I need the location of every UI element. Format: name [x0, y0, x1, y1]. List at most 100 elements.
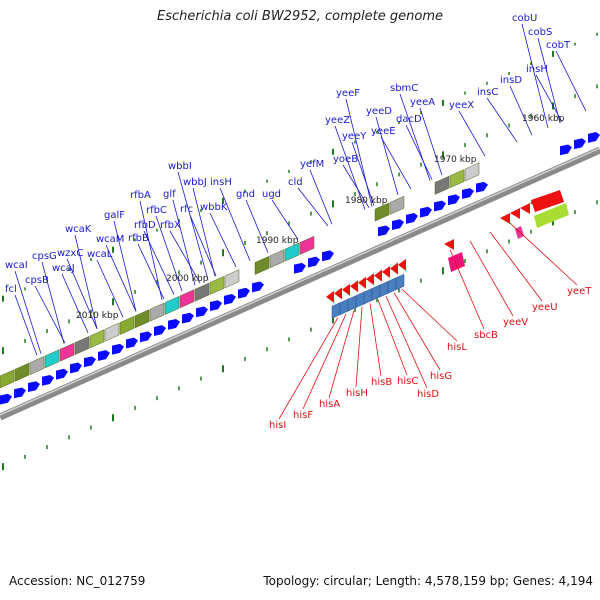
gene-label-minus: hisF [293, 410, 313, 421]
plus-leader-line [219, 187, 251, 261]
kbp-label: 1970 kbp [434, 155, 477, 165]
minus-gene-block [363, 288, 373, 305]
minus-gene-arrow [382, 266, 390, 279]
plus-leader-line [245, 199, 269, 253]
minus-leader-line [302, 313, 347, 410]
genome-backbone-highlight [0, 147, 600, 416]
gene-label-plus: insH [210, 177, 232, 188]
kbp-label: 1990 kbp [256, 236, 299, 246]
minus-gene-block [448, 252, 465, 272]
plus-leader-line [61, 273, 89, 334]
minus-leader-line [369, 303, 382, 377]
gene-label-plus: yeeE [371, 126, 396, 137]
plus-gene-arrow [56, 368, 68, 380]
plus-gene-arrow [378, 225, 390, 237]
plus-gene-block [434, 175, 450, 195]
minus-gene-arrow [520, 203, 530, 214]
plus-leader-line [297, 187, 329, 227]
plus-gene-block [134, 309, 150, 329]
gene-label-plus: cld [288, 177, 303, 188]
minus-leader-line [469, 240, 514, 317]
plus-leader-line [155, 215, 183, 292]
plus-leader-line [105, 244, 137, 312]
gene-label-minus: hisI [269, 420, 286, 431]
tick-marks [2, 32, 598, 471]
plus-gene-arrow [196, 306, 208, 318]
gene-label-minus: hisH [346, 388, 368, 399]
plus-gene-arrow [0, 393, 12, 405]
gene-label-minus: hisA [319, 399, 340, 410]
plus-gene-block [284, 242, 300, 262]
plus-leader-line [169, 230, 201, 284]
plus-gene-arrow [252, 281, 264, 293]
plus-gene-arrow [462, 188, 474, 199]
plus-leader-line [309, 169, 333, 225]
minus-gene-arrow [342, 283, 350, 296]
plus-gene-block [269, 249, 285, 269]
plus-gene-arrow [98, 350, 110, 361]
minus-gene-arrow [374, 269, 382, 282]
plus-gene-block [74, 336, 90, 356]
gene-label-plus: cobU [512, 13, 537, 24]
gene-label-plus: fcl [5, 284, 17, 295]
minus-label-leaders [278, 222, 578, 420]
gene-label-plus: wcaM [96, 234, 124, 245]
plus-gene-block [224, 269, 240, 289]
plus-leader-line [380, 136, 412, 190]
gene-label-minus: yeeV [503, 317, 528, 328]
plus-gene-arrow [238, 287, 250, 299]
plus-leader-line [192, 187, 216, 277]
plus-gene-arrow [392, 219, 404, 231]
plus-gene-arrow [154, 325, 166, 336]
plus-leader-line [66, 258, 98, 329]
gene-label-plus: yeeF [336, 88, 360, 99]
gene-label-plus: rfc [180, 204, 193, 215]
gene-label-plus: glf [163, 189, 176, 200]
plus-gene-arrow [294, 262, 306, 274]
plus-gene-arrow [126, 337, 138, 349]
plus-gene-arrow [112, 343, 124, 355]
plus-leader-line [96, 259, 124, 318]
plus-gene-block [179, 289, 195, 309]
genome-title: Escherichia coli BW2952, complete genome [157, 9, 443, 24]
plus-gene-block [464, 162, 480, 182]
plus-gene-block [194, 282, 210, 302]
gene-label-plus: insD [500, 75, 522, 86]
plus-gene-block [119, 315, 135, 335]
gene-label-minus: yeeU [532, 302, 558, 313]
plus-gene-block [254, 255, 270, 275]
plus-leader-line [41, 261, 65, 344]
plus-gene-arrow [140, 331, 152, 343]
gene-label-plus: wcaK [65, 224, 92, 235]
plus-gene-block [44, 349, 60, 369]
plus-leader-line [405, 124, 433, 180]
plus-leader-line [486, 97, 518, 143]
minus-gene-arrow [510, 208, 520, 219]
gene-label-plus: insH [526, 64, 548, 75]
kbp-label: 2000 kbp [166, 274, 209, 284]
gene-label-plus: yeeX [449, 100, 474, 111]
plus-leader-line [342, 164, 370, 209]
plus-leader-line [209, 212, 237, 268]
plus-leader-line [509, 85, 533, 136]
minus-gene-block [331, 302, 341, 319]
plus-leader-line [14, 270, 42, 354]
plus-gene-arrow [28, 381, 40, 393]
gene-label-plus: sbmC [390, 83, 418, 94]
gene-label-plus: wbbK [200, 202, 228, 213]
plus-leader-line [139, 200, 163, 300]
plus-leader-line [14, 294, 38, 356]
minus-leader-line [489, 231, 543, 302]
minus-gene-arrow [390, 262, 398, 275]
gene-label-plus: galF [104, 210, 125, 221]
kbp-label: 2010 kbp [76, 311, 119, 321]
plus-leader-line [555, 50, 587, 112]
plus-leader-line [419, 107, 443, 176]
plus-leader-line [74, 234, 98, 329]
minus-leader-line [509, 222, 578, 286]
plus-label-leaders [14, 23, 587, 356]
plus-gene-block [164, 295, 180, 315]
gene-label-plus: wcaL [87, 249, 113, 260]
minus-gene-block [339, 298, 349, 316]
